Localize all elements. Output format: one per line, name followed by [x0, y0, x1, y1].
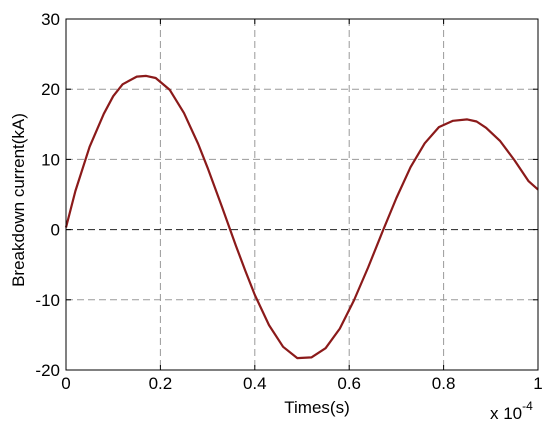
x-tick-label: 1 [533, 374, 542, 393]
y-tick-label: 10 [41, 150, 60, 169]
x-tick-label: 0.2 [149, 374, 173, 393]
plot-frame [65, 18, 539, 371]
x-axis-label: Times(s) [284, 398, 349, 417]
axis-ticks: 0 0.2 0.4 0.6 0.8 1 -20 -10 0 10 20 30 [35, 10, 542, 393]
y-tick-label: 30 [41, 10, 60, 29]
y-tick-label: -20 [35, 361, 60, 380]
x-tick-label: 0.6 [337, 374, 361, 393]
y-tick-label: 0 [51, 221, 60, 240]
grid-lines [66, 19, 538, 370]
x-tick-label: 0 [61, 374, 70, 393]
series-line [64, 74, 539, 360]
y-tick-label: 20 [41, 80, 60, 99]
x-tick-label: 0.8 [432, 374, 456, 393]
y-axis-label: Breakdown current(kA) [9, 113, 28, 287]
x-tick-label: 0.4 [243, 374, 267, 393]
x-axis-multiplier: x 10-4 [490, 399, 533, 423]
x-multiplier-base: x 10 [490, 404, 522, 423]
x-multiplier-exponent: -4 [522, 399, 533, 413]
y-tick-label: -10 [35, 291, 60, 310]
